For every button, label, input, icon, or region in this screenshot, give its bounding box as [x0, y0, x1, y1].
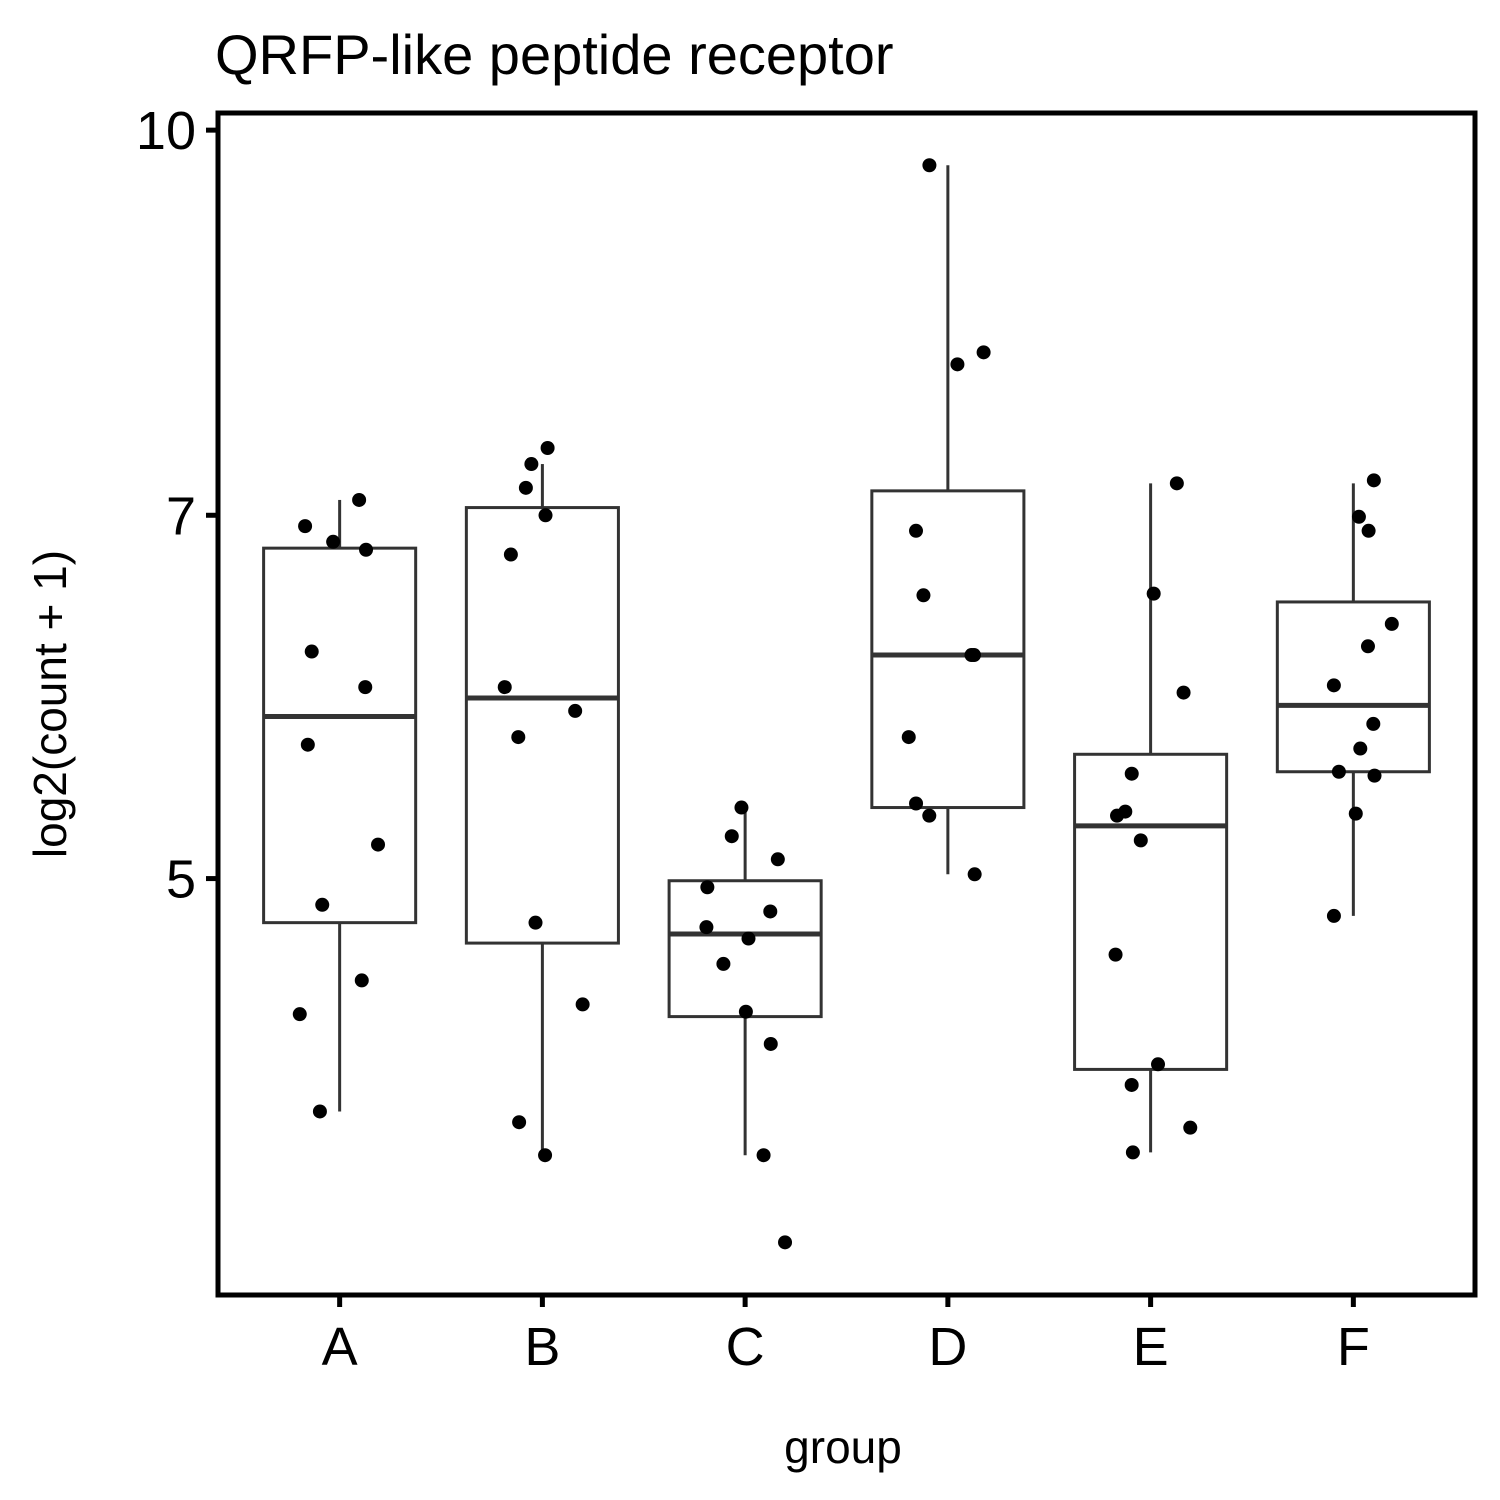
data-point: [528, 915, 543, 930]
data-point: [700, 880, 715, 895]
data-point: [354, 973, 369, 988]
y-axis-title: log2(count + 1): [24, 550, 76, 858]
data-point: [1176, 685, 1191, 700]
data-point: [1367, 768, 1382, 783]
data-point: [724, 829, 739, 844]
data-point: [538, 508, 553, 523]
box: [262, 546, 418, 925]
data-point: [916, 588, 931, 603]
data-point: [575, 997, 590, 1012]
x-tick-label: A: [322, 1317, 358, 1377]
data-point: [518, 480, 533, 495]
data-point: [371, 837, 386, 852]
data-point: [1110, 808, 1125, 823]
y-tick-label: 10: [136, 101, 196, 161]
box: [667, 879, 823, 1019]
data-point: [1125, 1145, 1140, 1160]
data-point: [1384, 616, 1399, 631]
data-point: [738, 1004, 753, 1019]
data-point: [1124, 1077, 1139, 1092]
box: [464, 506, 620, 945]
box: [1073, 752, 1229, 1071]
x-tick-label: E: [1133, 1317, 1169, 1377]
data-point: [568, 703, 583, 718]
chart-title: QRFP-like peptide receptor: [215, 23, 894, 86]
data-point: [1366, 473, 1381, 488]
data-point: [352, 492, 367, 507]
data-point: [304, 644, 319, 659]
data-point: [1361, 523, 1376, 538]
data-point: [1326, 678, 1341, 693]
data-point: [763, 904, 778, 919]
data-point: [1108, 947, 1123, 962]
data-point: [512, 1115, 527, 1130]
data-point: [1366, 716, 1381, 731]
data-point: [741, 931, 756, 946]
data-point: [1146, 586, 1161, 601]
data-point: [292, 1007, 307, 1022]
data-point: [1331, 764, 1346, 779]
data-point: [1151, 1057, 1166, 1072]
data-point: [1353, 741, 1368, 756]
data-point: [315, 897, 330, 912]
y-tick-label: 5: [166, 850, 196, 910]
data-point: [734, 800, 749, 815]
data-point: [909, 523, 924, 538]
data-point: [967, 867, 982, 882]
data-point: [540, 440, 555, 455]
box: [870, 489, 1026, 810]
data-point: [497, 680, 512, 695]
data-point: [976, 345, 991, 360]
data-point: [716, 956, 731, 971]
panel-border: [215, 110, 1478, 1298]
data-point: [763, 1036, 778, 1051]
data-point: [770, 852, 785, 867]
data-point: [922, 808, 937, 823]
data-point: [503, 547, 518, 562]
data-point: [778, 1235, 793, 1250]
data-point: [1326, 908, 1341, 923]
data-point: [1351, 509, 1366, 524]
data-point: [964, 648, 979, 663]
data-point: [300, 737, 315, 752]
data-point: [1124, 766, 1139, 781]
data-point: [511, 730, 526, 745]
data-point: [326, 534, 341, 549]
data-point: [524, 457, 539, 472]
data-point: [538, 1148, 553, 1163]
data-point: [756, 1148, 771, 1163]
x-tick-label: D: [928, 1317, 967, 1377]
data-point: [358, 680, 373, 695]
x-tick-label: C: [726, 1317, 765, 1377]
box: [1275, 600, 1431, 774]
data-point: [1183, 1120, 1198, 1135]
data-point: [699, 920, 714, 935]
data-point: [1133, 833, 1148, 848]
x-tick-label: B: [524, 1317, 560, 1377]
data-point: [298, 519, 313, 534]
data-point: [1348, 806, 1363, 821]
data-point: [950, 357, 965, 372]
data-point: [1169, 476, 1184, 491]
x-axis-title: group: [784, 1421, 902, 1473]
x-tick-label: F: [1337, 1317, 1370, 1377]
data-point: [1360, 639, 1375, 654]
data-point: [922, 158, 937, 173]
y-tick-label: 7: [166, 486, 196, 546]
data-point: [312, 1104, 327, 1119]
data-point: [909, 796, 924, 811]
data-point: [359, 542, 374, 557]
data-point: [901, 730, 916, 745]
